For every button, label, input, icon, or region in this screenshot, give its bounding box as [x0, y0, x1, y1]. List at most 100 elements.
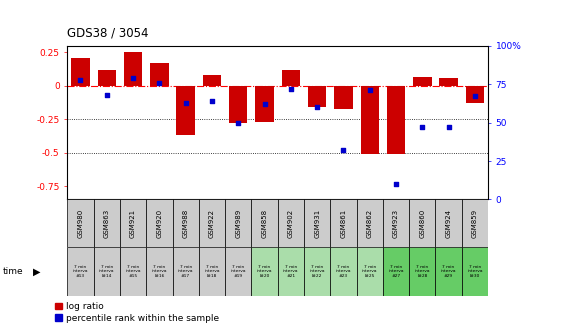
Bar: [94, 199, 120, 247]
Bar: [146, 199, 173, 247]
Text: GSM860: GSM860: [419, 209, 425, 238]
Bar: [94, 247, 120, 296]
Point: [155, 80, 164, 85]
Point: [471, 94, 480, 99]
Text: 7 min
interva
l#20: 7 min interva l#20: [257, 265, 272, 278]
Point: [181, 100, 190, 105]
Bar: [462, 199, 488, 247]
Text: time: time: [3, 267, 24, 276]
Point: [286, 86, 295, 92]
Bar: [466, 86, 484, 103]
Point: [76, 77, 85, 82]
Bar: [120, 199, 146, 247]
Bar: [278, 247, 304, 296]
Text: ▶: ▶: [33, 267, 40, 276]
Bar: [308, 86, 327, 107]
Bar: [304, 199, 330, 247]
Bar: [383, 247, 409, 296]
Text: 7 min
interva
l#30: 7 min interva l#30: [467, 265, 482, 278]
Bar: [304, 247, 330, 296]
Bar: [203, 75, 221, 86]
Text: GSM862: GSM862: [367, 209, 373, 238]
Text: GSM902: GSM902: [288, 209, 294, 238]
Text: GSM921: GSM921: [130, 209, 136, 238]
Text: 7 min
interva
#21: 7 min interva #21: [283, 265, 298, 278]
Text: GSM924: GSM924: [445, 209, 452, 238]
Bar: [334, 86, 353, 109]
Bar: [413, 77, 431, 86]
Text: 7 min
interva
#15: 7 min interva #15: [125, 265, 141, 278]
Bar: [146, 247, 173, 296]
Bar: [225, 247, 251, 296]
Bar: [409, 247, 435, 296]
Point: [444, 125, 453, 130]
Bar: [387, 86, 405, 154]
Point: [365, 88, 374, 93]
Point: [392, 181, 401, 187]
Bar: [330, 199, 357, 247]
Text: 7 min
interva
l#14: 7 min interva l#14: [99, 265, 114, 278]
Text: GSM989: GSM989: [235, 209, 241, 238]
Bar: [173, 247, 199, 296]
Bar: [67, 199, 94, 247]
Bar: [357, 199, 383, 247]
Bar: [120, 247, 146, 296]
Bar: [361, 86, 379, 154]
Bar: [462, 247, 488, 296]
Text: GDS38 / 3054: GDS38 / 3054: [67, 26, 149, 39]
Bar: [278, 199, 304, 247]
Text: GSM980: GSM980: [77, 209, 84, 238]
Point: [208, 98, 217, 104]
Text: 7 min
interva
l#22: 7 min interva l#22: [309, 265, 325, 278]
Text: 7 min
interva
#13: 7 min interva #13: [73, 265, 88, 278]
Bar: [255, 86, 274, 122]
Text: GSM861: GSM861: [341, 209, 347, 238]
Text: GSM920: GSM920: [157, 209, 162, 238]
Bar: [330, 247, 357, 296]
Text: GSM931: GSM931: [314, 209, 320, 238]
Bar: [225, 199, 251, 247]
Bar: [199, 247, 225, 296]
Text: 7 min
interva
#29: 7 min interva #29: [441, 265, 457, 278]
Bar: [357, 247, 383, 296]
Bar: [409, 199, 435, 247]
Point: [128, 76, 137, 81]
Text: GSM858: GSM858: [261, 209, 268, 238]
Bar: [251, 199, 278, 247]
Text: 7 min
interva
#23: 7 min interva #23: [335, 265, 351, 278]
Bar: [150, 63, 168, 86]
Point: [234, 120, 243, 125]
Text: 7 min
interva
l#16: 7 min interva l#16: [151, 265, 167, 278]
Text: 7 min
interva
#27: 7 min interva #27: [388, 265, 404, 278]
Bar: [439, 78, 458, 86]
Text: GSM863: GSM863: [104, 209, 110, 238]
Text: GSM922: GSM922: [209, 209, 215, 238]
Point: [312, 105, 321, 110]
Bar: [67, 247, 94, 296]
Text: 7 min
interva
#19: 7 min interva #19: [231, 265, 246, 278]
Text: 7 min
interva
l#25: 7 min interva l#25: [362, 265, 378, 278]
Text: GSM988: GSM988: [183, 209, 188, 238]
Point: [102, 92, 111, 97]
Text: GSM859: GSM859: [472, 209, 478, 238]
Legend: log ratio, percentile rank within the sample: log ratio, percentile rank within the sa…: [55, 302, 219, 323]
Bar: [282, 70, 300, 86]
Text: 7 min
interva
l#18: 7 min interva l#18: [204, 265, 220, 278]
Bar: [435, 199, 462, 247]
Bar: [229, 86, 247, 123]
Bar: [383, 199, 409, 247]
Bar: [435, 247, 462, 296]
Point: [339, 148, 348, 153]
Bar: [124, 52, 142, 86]
Bar: [98, 70, 116, 86]
Bar: [177, 86, 195, 135]
Text: 7 min
interva
#17: 7 min interva #17: [178, 265, 194, 278]
Bar: [199, 199, 225, 247]
Point: [260, 102, 269, 107]
Text: 7 min
interva
l#28: 7 min interva l#28: [415, 265, 430, 278]
Bar: [173, 199, 199, 247]
Text: GSM923: GSM923: [393, 209, 399, 238]
Point: [418, 125, 427, 130]
Bar: [251, 247, 278, 296]
Bar: [71, 58, 90, 86]
